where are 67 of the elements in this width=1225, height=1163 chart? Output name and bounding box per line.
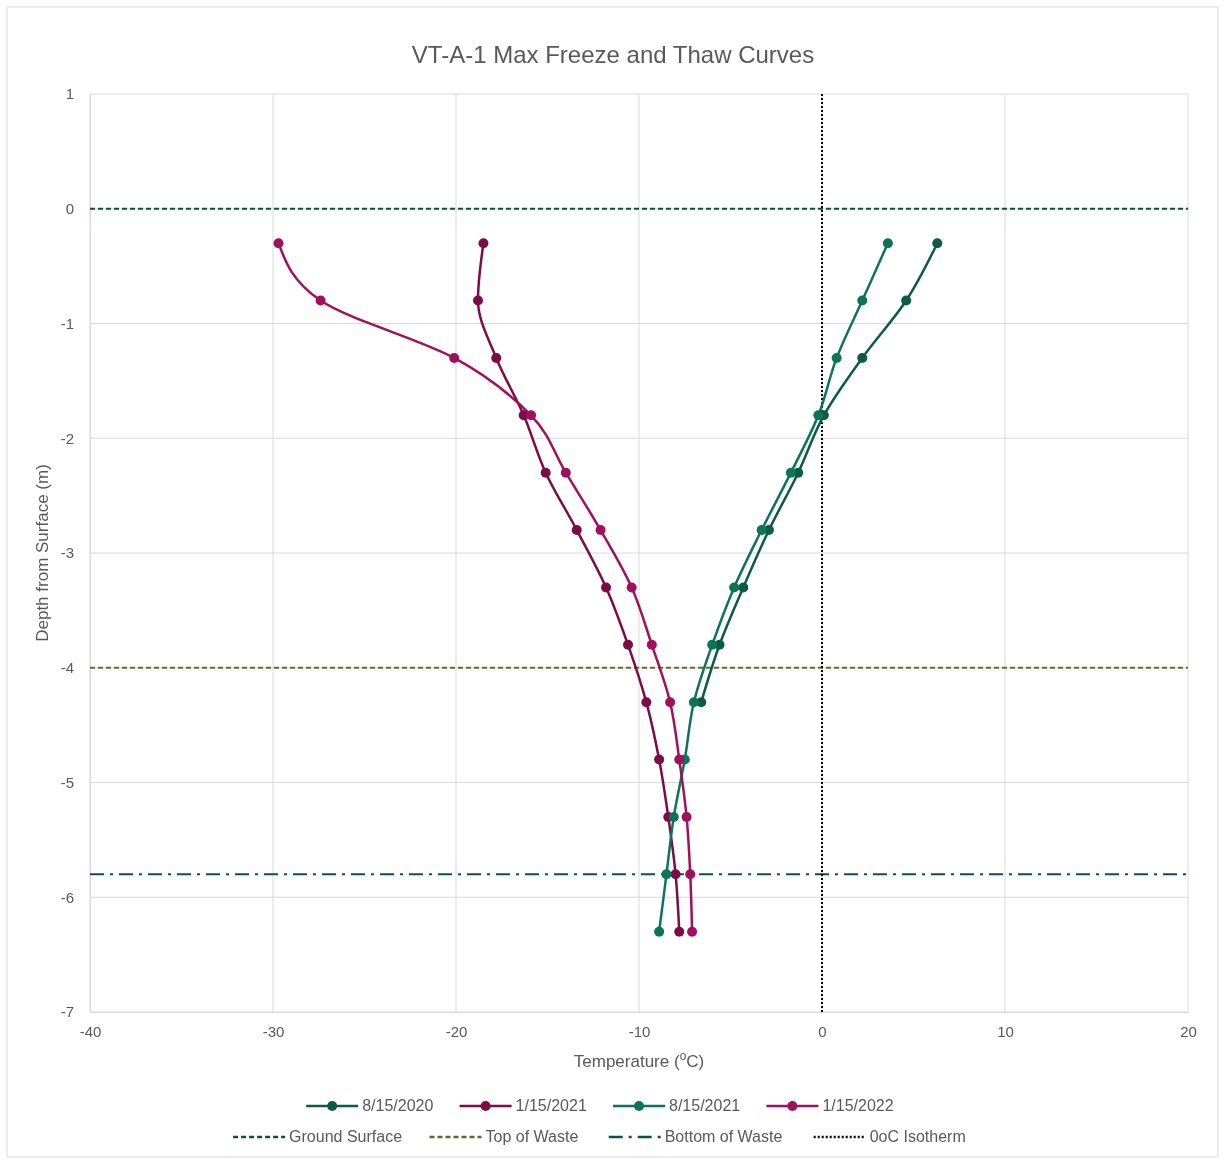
y-tick-label: 0: [65, 200, 74, 218]
legend-label: Bottom of Waste: [664, 1128, 783, 1145]
legend-label: 8/15/2020: [362, 1097, 434, 1114]
x-tick-label: -10: [628, 1022, 651, 1040]
y-tick-label: -4: [60, 659, 74, 677]
legend-label: 8/15/2021: [669, 1097, 741, 1114]
y-tick-label: -2: [60, 429, 74, 447]
x-tick-label: -30: [262, 1022, 285, 1040]
point: [646, 639, 657, 650]
point: [595, 525, 606, 536]
point: [641, 697, 652, 708]
point: [813, 410, 824, 421]
point: [668, 811, 679, 822]
point: [540, 467, 551, 478]
point: [601, 582, 612, 593]
point: [273, 238, 284, 249]
point: [491, 352, 502, 363]
chart-title: VT-A-1 Max Freeze and Thaw Curves: [411, 41, 815, 68]
point: [729, 582, 740, 593]
legend-label: Top of Waste: [485, 1128, 579, 1145]
y-tick-label: -7: [60, 1003, 74, 1021]
y-tick-label: 1: [65, 85, 74, 103]
point: [560, 467, 571, 478]
y-tick-label: -1: [60, 314, 74, 332]
x-tick-label: -20: [445, 1022, 468, 1040]
y-tick-label: -6: [60, 888, 74, 906]
point: [756, 525, 767, 536]
x-tick-label: 10: [997, 1022, 1014, 1040]
point: [707, 639, 718, 650]
point: [654, 926, 665, 937]
legend-label: Ground Surface: [289, 1128, 403, 1145]
x-axis-title: Temperature ($^{o}$C): [573, 1049, 705, 1071]
x-tick-label: 0: [818, 1022, 827, 1040]
x-tick-label: 20: [1180, 1022, 1197, 1040]
legend-label: 1/15/2022: [822, 1097, 894, 1114]
point: [665, 697, 676, 708]
point: [315, 295, 326, 306]
point: [626, 582, 637, 593]
point: [623, 639, 634, 650]
legend-label: 1/15/2021: [515, 1097, 587, 1114]
point: [831, 352, 842, 363]
point: [449, 352, 460, 363]
point: [472, 295, 483, 306]
legend-label: 0oC Isotherm: [869, 1128, 966, 1145]
point: [685, 869, 696, 880]
point: [857, 295, 868, 306]
point: [857, 352, 868, 363]
y-axis-title: Depth from Surface (m): [33, 464, 52, 642]
point: [654, 754, 665, 765]
point: [688, 697, 699, 708]
point: [681, 811, 692, 822]
point: [478, 238, 489, 249]
point: [738, 582, 749, 593]
x-tick-label: -40: [79, 1022, 102, 1040]
point: [526, 410, 537, 421]
point: [571, 525, 582, 536]
point: [932, 238, 943, 249]
point: [785, 467, 796, 478]
y-tick-label: -5: [60, 773, 74, 791]
point: [882, 238, 893, 249]
point: [670, 869, 681, 880]
point: [687, 926, 698, 937]
y-tick-label: -3: [60, 544, 74, 562]
point: [661, 869, 672, 880]
point: [674, 754, 685, 765]
point: [901, 295, 912, 306]
point: [674, 926, 685, 937]
